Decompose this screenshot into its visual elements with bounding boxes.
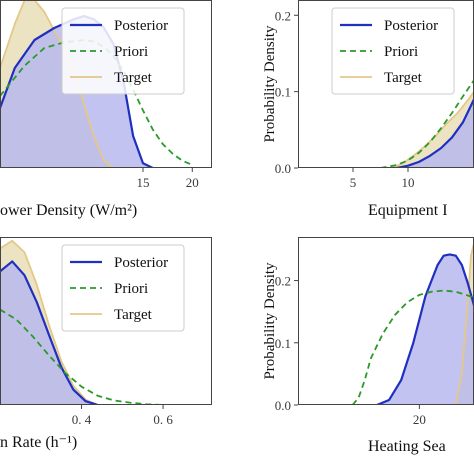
priori-line xyxy=(0,308,164,405)
y-tick-label: 0.0 xyxy=(275,161,291,176)
target-line xyxy=(0,239,99,405)
x-axis-label: Heating Sea xyxy=(368,438,446,455)
x-axis-label: n Rate (h⁻¹) xyxy=(0,434,77,451)
y-tick-label: 0.1 xyxy=(275,85,291,100)
legend: Posterior Priori Target xyxy=(61,244,185,332)
x-axis-label: Equipment I xyxy=(368,202,448,219)
y-axis-label: Probability Density xyxy=(262,262,278,380)
legend-label-posterior: Posterior xyxy=(114,18,168,34)
posterior-line xyxy=(396,98,474,168)
legend-label-target: Target xyxy=(114,70,153,86)
x-tick-label: 15 xyxy=(136,175,149,190)
x-tick-label: 0. 6 xyxy=(153,412,173,427)
x-tick-label: 20 xyxy=(186,175,199,190)
panel-bottom-left: 0. 4 0. 6 n Rate (h⁻¹) Posterior Priori Targe… xyxy=(0,237,212,451)
axes-frame xyxy=(0,0,212,168)
y-tick-label: 0.0 xyxy=(275,398,291,413)
plot-area xyxy=(380,79,474,168)
y-tick-label: 0.2 xyxy=(275,274,291,289)
x-tick-label: 5 xyxy=(350,175,357,190)
x-tick-label: 0. 4 xyxy=(72,412,92,427)
posterior-area xyxy=(0,261,98,405)
y-axis-label: Probability Density xyxy=(262,25,278,143)
x-tick-label: 10 xyxy=(402,175,415,190)
target-line xyxy=(454,243,474,405)
posterior-line xyxy=(376,253,474,405)
legend-box xyxy=(331,7,455,95)
panel-bottom-right: 20 0.0 0.1 0.2 Heating Sea Probability Densit… xyxy=(262,237,474,455)
plot-area xyxy=(351,243,474,405)
y-tick-label: 0.1 xyxy=(275,336,291,351)
legend-label-posterior: Posterior xyxy=(384,18,438,34)
target-line xyxy=(0,0,114,168)
legend-label-posterior: Posterior xyxy=(114,255,168,271)
x-axis-label: ower Density (W/m²) xyxy=(0,202,137,219)
legend-label-target: Target xyxy=(384,70,423,86)
y-tick-label: 0.2 xyxy=(275,8,291,23)
axes-frame xyxy=(0,237,212,405)
plot-area xyxy=(0,239,164,405)
posterior-area xyxy=(397,99,474,168)
posterior-area xyxy=(376,254,474,405)
legend-box xyxy=(61,244,185,332)
legend-label-priori: Priori xyxy=(114,281,148,297)
legend-label-target: Target xyxy=(114,307,153,323)
priori-line xyxy=(0,39,193,166)
legend-box xyxy=(61,7,185,95)
x-tick-label: 20 xyxy=(413,412,426,427)
panel-top-left: 15 20 ower Density (W/m²) Posterior Priori Ta… xyxy=(0,0,212,219)
legend: Posterior Priori Target xyxy=(61,7,185,95)
posterior-line xyxy=(0,260,99,405)
priori-line xyxy=(380,79,474,168)
legend-label-priori: Priori xyxy=(114,44,148,60)
panel-top-right: 5 10 0.0 0.1 0.2 Equipment I Probability Densi… xyxy=(262,0,474,219)
legend: Posterior Priori Target xyxy=(331,7,455,95)
legend-label-priori: Priori xyxy=(384,44,418,60)
